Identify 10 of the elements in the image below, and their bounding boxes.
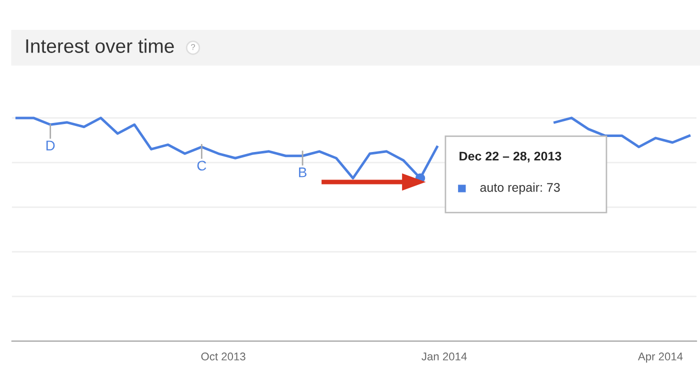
annotation: Dec 22 – 28, 2013 (460, 152, 562, 162)
chart-title: Interest over time (26, 38, 174, 53)
annotation: auto repair: 73 (480, 182, 560, 194)
text: ? (191, 44, 196, 50)
annotation: D (46, 140, 55, 150)
x-tick-label: Apr 2014 (638, 352, 683, 363)
annotation: C (197, 160, 206, 171)
x-tick-label: Oct 2013 (201, 352, 246, 360)
annotation: B (299, 168, 306, 178)
x-tick-label: Jan 2014 (422, 352, 467, 360)
